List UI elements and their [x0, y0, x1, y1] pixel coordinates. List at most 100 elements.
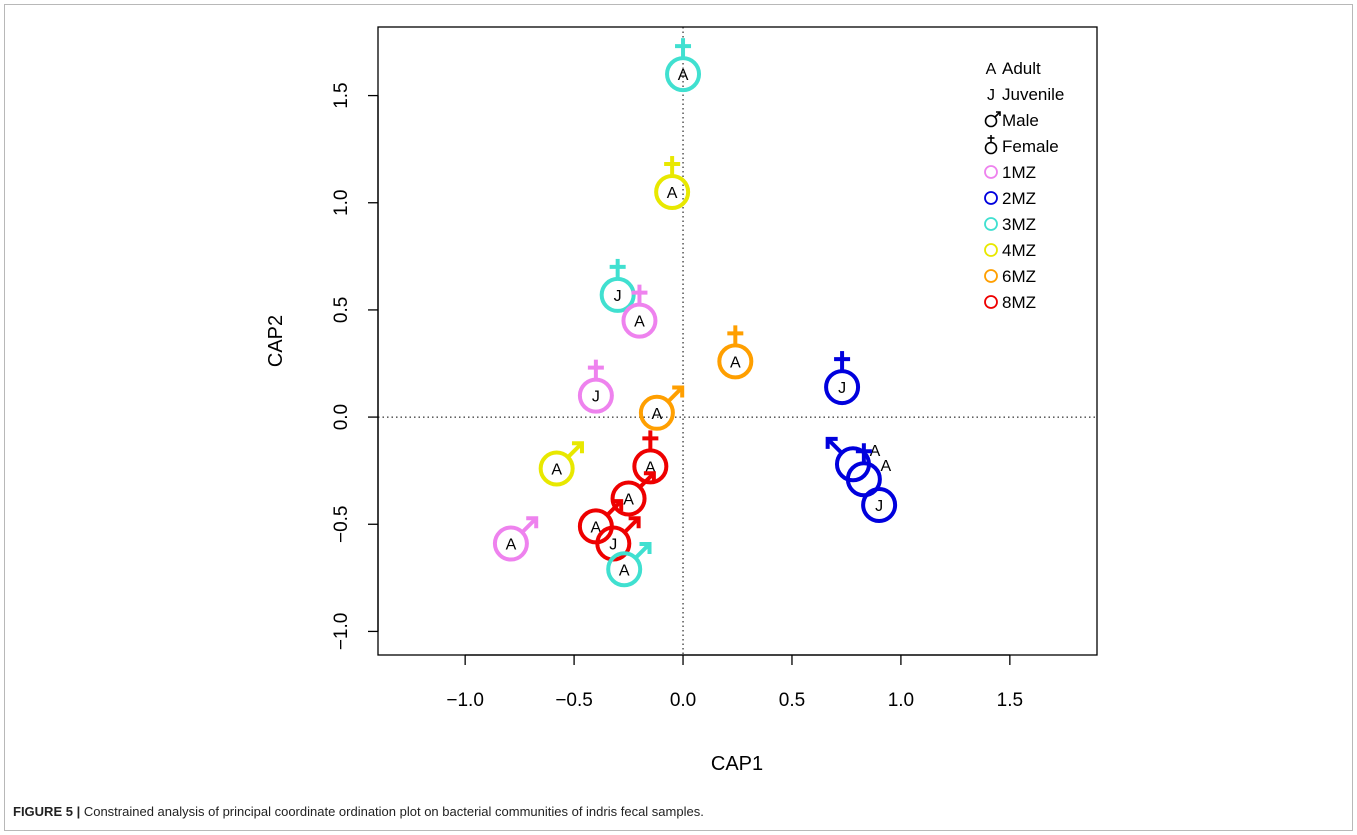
data-point: A	[717, 325, 754, 380]
male-arrow	[666, 386, 684, 403]
y-tick-label: −1.0	[331, 613, 352, 651]
x-tick-label: 1.0	[888, 690, 914, 711]
legend-item: 6MZ	[984, 267, 1036, 286]
legend-label: 8MZ	[1002, 293, 1036, 312]
point-label: J	[592, 389, 600, 406]
point-circle	[610, 480, 647, 517]
point-label: A	[881, 458, 892, 475]
point-label: J	[875, 498, 883, 515]
data-point: J	[599, 258, 636, 313]
male-arrow	[826, 437, 844, 455]
point-label: J	[609, 537, 617, 554]
male-arrow	[638, 471, 656, 489]
y-tick-label: 1.5	[331, 82, 352, 108]
male-arrow	[566, 441, 584, 459]
legend-label: 4MZ	[1002, 241, 1036, 260]
point-circle	[538, 450, 575, 487]
figure-caption-text: Constrained analysis of principal coordi…	[83, 804, 704, 819]
x-tick-label: −1.0	[446, 690, 484, 711]
point-label: A	[506, 537, 517, 554]
figure-frame	[4, 4, 1353, 831]
point-label: A	[652, 406, 663, 423]
y-axis-title: CAP2	[265, 315, 287, 367]
legend-symbol: A	[986, 61, 997, 78]
male-arrow-head	[643, 471, 656, 484]
legend-male-icon	[984, 114, 998, 128]
legend-color-swatch	[984, 165, 998, 179]
data-point: A	[606, 541, 652, 588]
point-circle	[638, 394, 675, 431]
data-point: A	[665, 38, 702, 93]
legend-item: Female	[984, 135, 1059, 156]
data-point: A	[610, 471, 656, 517]
legend-label: 6MZ	[1002, 267, 1036, 286]
male-arrow-head	[611, 499, 624, 512]
male-arrow-head	[628, 516, 641, 529]
male-arrow-head	[526, 516, 539, 529]
y-axis: −1.0 −0.5 0.0 0.5 1.0 1.5	[331, 82, 379, 651]
legend-label: 3MZ	[1002, 215, 1036, 234]
legend-male-arrow	[994, 111, 1001, 118]
point-label: A	[870, 443, 881, 460]
legend-male-arrow-head	[996, 111, 1001, 116]
legend-item: Male	[984, 111, 1039, 130]
male-arrow-head	[639, 541, 652, 554]
y-tick-label: 1.0	[331, 190, 352, 216]
x-axis-title: CAP1	[711, 753, 763, 775]
legend: A Adult J Juvenile Male Female 1MZ 2MZ 3MZ 4MZ 6MZ…	[984, 59, 1064, 312]
y-tick-label: 0.5	[331, 297, 352, 323]
male-arrow	[520, 516, 538, 534]
y-tick-label: 0.0	[331, 404, 352, 430]
figure-caption: FIGURE 5 | Constrained analysis of princ…	[13, 804, 704, 819]
legend-label: Juvenile	[1002, 85, 1064, 104]
legend-color-swatch	[984, 217, 998, 231]
data-point: A	[538, 441, 584, 487]
legend-color-swatch	[984, 295, 998, 309]
legend-label: Male	[1002, 111, 1039, 130]
legend-label: Female	[1002, 137, 1059, 156]
data-point: A	[492, 516, 539, 562]
point-label: A	[623, 492, 634, 509]
x-tick-label: −0.5	[555, 690, 593, 711]
legend-item: A Adult	[986, 59, 1041, 78]
legend-label: Adult	[1002, 59, 1041, 78]
point-label: A	[667, 185, 678, 202]
male-arrow	[634, 542, 651, 560]
figure-label: FIGURE 5 |	[13, 804, 81, 819]
data-point: A	[632, 430, 669, 485]
x-axis: −1.0 −0.5 0.0 0.5 1.0 1.5	[446, 654, 1023, 711]
point-label: J	[838, 380, 846, 397]
male-arrow-head	[825, 436, 838, 449]
x-tick-label: 1.5	[997, 690, 1023, 711]
legend-female-icon	[984, 141, 998, 155]
legend-color-swatch	[984, 243, 998, 257]
y-tick-label: −0.5	[331, 505, 352, 543]
x-tick-label: 0.0	[670, 690, 696, 711]
point-label: A	[678, 67, 689, 84]
data-point: A	[845, 443, 892, 498]
data-point: A	[654, 156, 691, 211]
legend-label: 1MZ	[1002, 163, 1036, 182]
point-label: A	[591, 519, 602, 536]
data-point: A	[621, 284, 658, 339]
plot-box	[377, 26, 1098, 656]
legend-item: 2MZ	[984, 189, 1036, 208]
point-label: A	[634, 314, 645, 331]
x-tick-label: 0.5	[779, 690, 805, 711]
legend-color-swatch	[984, 191, 998, 205]
male-arrow	[605, 499, 623, 517]
legend-item: 8MZ	[984, 293, 1036, 312]
data-point: A	[825, 436, 881, 483]
point-label: A	[551, 462, 562, 479]
data-point: J	[861, 486, 898, 523]
legend-item: 1MZ	[984, 163, 1036, 182]
data-point: J	[577, 359, 614, 414]
male-arrow	[623, 516, 641, 534]
point-circle	[861, 486, 898, 523]
male-arrow-head	[571, 441, 584, 454]
legend-color-swatch	[984, 269, 998, 283]
reference-lines	[378, 27, 1097, 655]
legend-item: 3MZ	[984, 215, 1036, 234]
legend-label: 2MZ	[1002, 189, 1036, 208]
